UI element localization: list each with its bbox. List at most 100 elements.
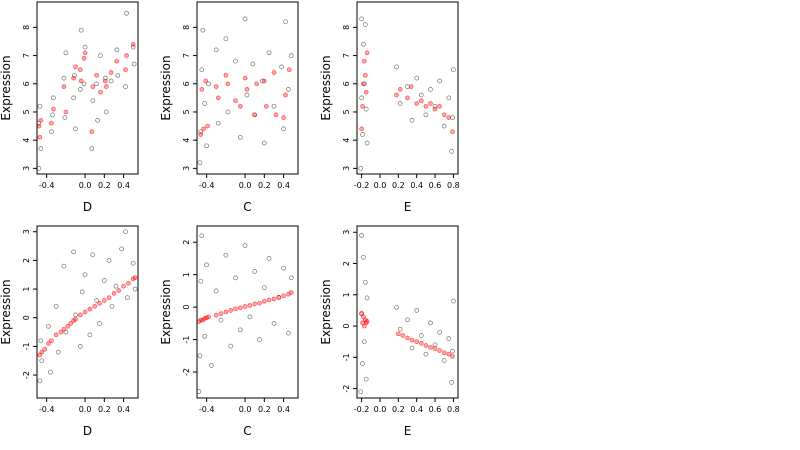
fitted-point xyxy=(273,112,279,118)
observed-point xyxy=(106,258,112,263)
fitted-point xyxy=(446,351,452,357)
observed-point xyxy=(72,72,77,78)
fitted-point xyxy=(89,129,95,135)
y-tick-label: -2 xyxy=(182,368,191,376)
observed-point xyxy=(283,19,288,25)
observed-point xyxy=(115,72,121,78)
fitted-point xyxy=(82,50,88,56)
fitted-point xyxy=(213,84,219,89)
observed-point xyxy=(266,256,272,261)
observed-point xyxy=(90,98,96,104)
fitted-point xyxy=(414,339,420,345)
observed-point xyxy=(114,47,120,53)
fitted-point xyxy=(65,323,71,329)
fitted-point xyxy=(437,103,442,109)
fitted-point xyxy=(90,84,96,89)
x-tick-label: 0.4 xyxy=(277,405,290,414)
y-axis-title: Expression xyxy=(159,55,173,120)
fitted-point xyxy=(361,58,367,64)
scatter-panel: -0.4 0.0 0.2 0.4 3 4 5 6 7 8 C Expression xyxy=(159,1,299,214)
observed-point xyxy=(223,36,229,42)
observed-point xyxy=(437,78,442,84)
fitted-point xyxy=(73,316,78,322)
observed-point xyxy=(218,317,224,323)
y-tick-label: 1 xyxy=(182,272,191,277)
observed-point xyxy=(90,252,96,258)
observed-point xyxy=(450,348,455,354)
observed-point xyxy=(362,22,368,27)
x-axis-title: D xyxy=(83,200,92,214)
observed-point xyxy=(360,132,365,137)
observed-point xyxy=(449,380,454,385)
scatter-panel: -0.4 0.0 0.2 0.4 -2 -1 0 1 2 3 D Expression xyxy=(0,225,139,438)
observed-point xyxy=(261,140,267,146)
fitted-point xyxy=(203,78,209,84)
scatter-panel: -0.2 0.0 0.2 0.4 0.6 0.8 -2 -1 0 1 2 3 E Expression xyxy=(319,225,460,438)
observed-point xyxy=(237,327,243,333)
observed-point xyxy=(113,283,119,289)
observed-point xyxy=(446,336,452,341)
observed-point xyxy=(199,233,205,239)
observed-point xyxy=(361,254,366,260)
observed-point xyxy=(233,275,238,281)
y-tick-label: 1 xyxy=(22,287,31,292)
observed-point xyxy=(418,92,424,98)
observed-point xyxy=(198,129,204,135)
fitted-point xyxy=(450,354,455,359)
plot-frame xyxy=(196,1,299,175)
plot-frame xyxy=(36,225,139,399)
fitted-point xyxy=(218,311,224,316)
x-axis-title: E xyxy=(404,200,412,214)
fitted-point xyxy=(408,84,414,89)
y-tick-label: 2 xyxy=(22,258,31,263)
y-tick-label: 1 xyxy=(342,292,351,297)
x-tick-label: 0.0 xyxy=(374,405,387,414)
y-tick-label: 4 xyxy=(342,138,351,143)
y-axis-title: Expression xyxy=(0,55,13,120)
fitted-point xyxy=(77,67,83,73)
observed-point xyxy=(79,289,85,295)
y-tick-label: 4 xyxy=(22,138,31,143)
fitted-point xyxy=(98,89,103,95)
x-tick-label: 0.4 xyxy=(117,405,130,414)
fitted-point xyxy=(237,305,243,311)
observed-point xyxy=(94,298,99,303)
observed-point xyxy=(409,345,415,351)
fitted-point xyxy=(201,126,207,132)
fitted-point xyxy=(102,78,108,84)
fitted-point xyxy=(423,343,429,348)
fitted-point xyxy=(58,329,64,335)
y-tick-label: 0 xyxy=(22,315,31,320)
fitted-point xyxy=(242,75,248,81)
observed-point xyxy=(449,149,454,154)
observed-point xyxy=(432,103,438,109)
observed-point xyxy=(261,285,267,291)
x-tick-label: 0.2 xyxy=(258,181,271,190)
fitted-point xyxy=(237,103,243,109)
observed-point xyxy=(95,118,100,123)
observed-point xyxy=(359,233,364,238)
observed-point xyxy=(50,112,55,118)
fitted-point xyxy=(111,291,117,296)
fitted-point xyxy=(126,280,131,286)
observed-point xyxy=(51,95,56,101)
observed-point xyxy=(237,134,243,140)
x-tick-label: -0.2 xyxy=(354,405,370,414)
fitted-point xyxy=(364,319,370,324)
observed-point xyxy=(363,376,369,382)
fitted-point xyxy=(49,120,54,126)
observed-point xyxy=(397,101,403,106)
observed-point xyxy=(82,272,88,278)
fitted-point xyxy=(77,312,83,318)
observed-point xyxy=(271,321,277,326)
fitted-point xyxy=(363,89,369,95)
observed-point xyxy=(423,351,429,357)
fitted-point xyxy=(205,123,210,129)
x-tick-label: 0.4 xyxy=(410,405,423,414)
y-tick-label: 2 xyxy=(342,261,351,266)
observed-point xyxy=(198,278,204,284)
observed-point xyxy=(78,27,84,33)
fitted-point xyxy=(61,326,67,332)
fitted-point xyxy=(101,298,107,303)
y-tick-label: 6 xyxy=(22,81,31,86)
